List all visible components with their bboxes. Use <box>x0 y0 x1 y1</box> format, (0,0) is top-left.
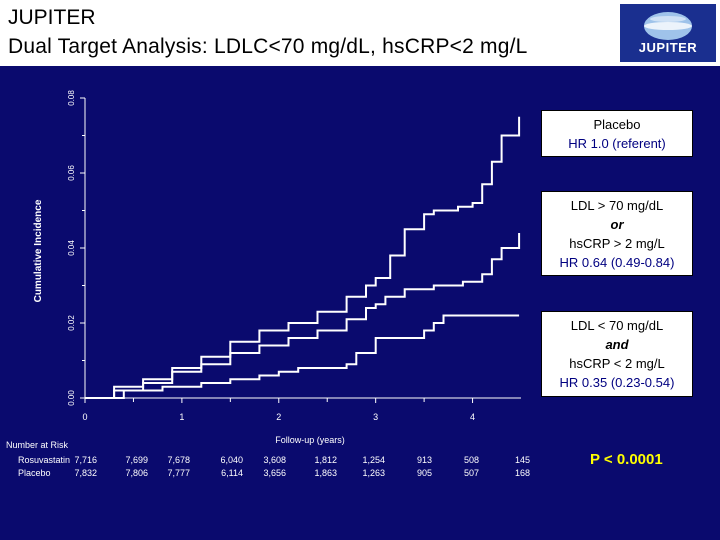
x-tick-label: 2 <box>276 412 281 422</box>
slide-title: JUPITER <box>8 6 96 29</box>
y-tick-label: 0.08 <box>67 90 76 106</box>
risk-cell: 905 <box>416 468 432 478</box>
legend-either-line1: LDL > 70 mg/dL <box>570 198 664 213</box>
p-value: P < 0.0001 <box>590 451 663 468</box>
x-tick-label: 4 <box>470 412 475 422</box>
risk-cell: 6,114 <box>221 468 243 478</box>
legend-either-line3: hsCRP > 2 mg/L <box>569 236 665 251</box>
logo-text: JUPITER <box>638 40 698 55</box>
risk-cell: 507 <box>463 468 479 478</box>
risk-cell: 7,678 <box>167 455 190 465</box>
x-tick-label: 3 <box>373 412 378 422</box>
legend-either-hr: HR 0.64 (0.49-0.84) <box>559 255 675 270</box>
legend-either: LDL > 70 mg/dL or hsCRP > 2 mg/L HR 0.64… <box>541 191 693 276</box>
risk-cell: 3,608 <box>263 455 286 465</box>
y-tick-label: 0.06 <box>67 165 76 181</box>
series-line-3 <box>85 314 520 399</box>
x-axis-label: Follow-up (years) <box>275 435 345 445</box>
y-tick-label: 0.04 <box>67 240 76 256</box>
risk-row-label: Placebo <box>18 468 51 478</box>
y-axis-label: Cumulative Incidence <box>33 199 44 302</box>
risk-cell: 7,806 <box>125 468 148 478</box>
risk-cell: 1,863 <box>314 468 337 478</box>
risk-cell: 7,716 <box>74 455 97 465</box>
chart-axes: 0 1 2 3 4 0.00 0.02 0.04 0.06 0.08 Follow-up (year… <box>33 90 521 445</box>
legend-both: LDL < 70 mg/dL and hsCRP < 2 mg/L HR 0.3… <box>541 311 693 397</box>
risk-cell: 913 <box>416 455 432 465</box>
slide-subtitle: Dual Target Analysis: LDLC<70 mg/dL, hsC… <box>8 35 528 58</box>
legend-both-hr: HR 0.35 (0.23-0.54) <box>559 375 675 390</box>
jupiter-logo: JUPITER <box>620 4 716 62</box>
risk-cell: 1,263 <box>362 468 385 478</box>
y-tick-label: 0.00 <box>67 390 76 406</box>
risk-cell: 508 <box>463 455 479 465</box>
risk-row-label: Rosuvastatin <box>18 455 71 465</box>
legend-placebo-hr: HR 1.0 (referent) <box>568 136 666 151</box>
risk-cell: 3,656 <box>263 468 286 478</box>
risk-table-title: Number at Risk <box>6 440 69 450</box>
legend-both-line1: LDL < 70 mg/dL <box>570 318 664 333</box>
globe-icon <box>644 12 692 40</box>
chart-series <box>85 116 521 399</box>
series-line-2 <box>85 233 521 399</box>
legend-either-or: or <box>610 217 624 232</box>
risk-cell: 6,040 <box>220 455 243 465</box>
legend-placebo: Placebo HR 1.0 (referent) <box>541 110 693 157</box>
title-bar: JUPITER Dual Target Analysis: LDLC<70 mg… <box>0 0 720 68</box>
y-tick-label: 0.02 <box>67 315 76 331</box>
risk-cell: 145 <box>514 455 530 465</box>
risk-cell: 1,812 <box>314 455 337 465</box>
risk-cell: 7,699 <box>125 455 148 465</box>
risk-cell: 7,777 <box>167 468 190 478</box>
risk-cell: 7,832 <box>74 468 97 478</box>
x-tick-label: 0 <box>82 412 87 422</box>
x-tick-label: 1 <box>179 412 184 422</box>
legend-placebo-label: Placebo <box>593 117 641 132</box>
series-line-1 <box>85 116 521 399</box>
risk-cell: 168 <box>514 468 530 478</box>
legend-both-and: and <box>605 337 629 352</box>
risk-cell: 1,254 <box>362 455 385 465</box>
legend-both-line3: hsCRP < 2 mg/L <box>569 356 665 371</box>
